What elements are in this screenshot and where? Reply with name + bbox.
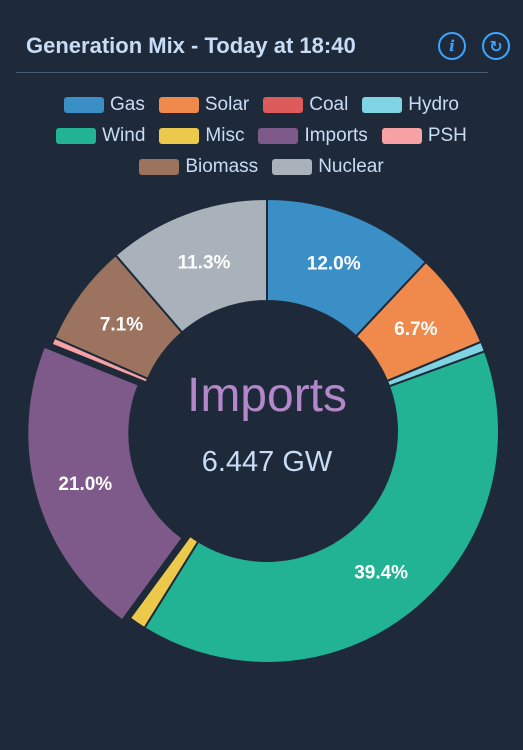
legend-label: Nuclear bbox=[318, 156, 384, 177]
legend-swatch bbox=[159, 128, 200, 144]
legend-item-hydro[interactable]: Hydro bbox=[362, 94, 459, 116]
slice-label-imports: 21.0% bbox=[58, 474, 112, 495]
legend-swatch bbox=[381, 128, 422, 144]
slice-misc[interactable] bbox=[128, 534, 200, 630]
slice-label-solar: 6.7% bbox=[394, 319, 437, 340]
legend-row: Wind Misc Imports PSH bbox=[0, 125, 523, 147]
legend-label: Imports bbox=[304, 125, 368, 146]
legend-swatch bbox=[263, 97, 304, 113]
legend-item-coal[interactable]: Coal bbox=[263, 94, 348, 116]
legend-item-imports[interactable]: Imports bbox=[258, 125, 368, 147]
legend-row: Gas Solar Coal Hydro bbox=[0, 94, 523, 116]
legend-row: Biomass Nuclear bbox=[0, 156, 523, 178]
legend-item-misc[interactable]: Misc bbox=[159, 125, 244, 147]
legend-label: Wind bbox=[102, 125, 146, 146]
legend-item-psh[interactable]: PSH bbox=[381, 125, 467, 147]
legend-swatch bbox=[64, 97, 104, 113]
slice-imports[interactable] bbox=[26, 345, 184, 622]
legend-item-gas[interactable]: Gas bbox=[64, 94, 145, 116]
legend-item-biomass[interactable]: Biomass bbox=[139, 156, 258, 178]
page-title: Generation Mix - Today at 18:40 bbox=[26, 33, 356, 58]
legend-label: Gas bbox=[110, 94, 145, 115]
donut-chart: 12.0% 6.7% 39.4% 21.0% 7.1% 11.3% bbox=[26, 197, 500, 664]
legend-swatch bbox=[158, 97, 199, 113]
legend-label: Coal bbox=[309, 94, 349, 115]
panel-header: Generation Mix - Today at 18:40 i ↻ bbox=[16, 22, 510, 73]
legend-label: PSH bbox=[427, 125, 467, 146]
slice-label-nuclear: 11.3% bbox=[178, 252, 231, 273]
legend-swatch bbox=[258, 128, 299, 144]
legend-item-nuclear[interactable]: Nuclear bbox=[272, 156, 384, 178]
legend-label: Misc bbox=[205, 125, 245, 146]
legend-label: Biomass bbox=[185, 156, 259, 177]
slice-wind[interactable] bbox=[143, 350, 500, 664]
slice-label-gas: 12.0% bbox=[307, 254, 361, 275]
refresh-glyph: ↻ bbox=[489, 36, 503, 56]
legend-item-wind[interactable]: Wind bbox=[56, 125, 145, 147]
legend-swatch bbox=[362, 97, 403, 113]
legend-label: Solar bbox=[204, 94, 250, 115]
slice-label-wind: 39.4% bbox=[354, 562, 408, 583]
legend-label: Hydro bbox=[408, 94, 459, 115]
slice-nuclear[interactable] bbox=[114, 197, 268, 334]
legend-swatch bbox=[56, 128, 97, 144]
info-glyph: i bbox=[449, 37, 455, 55]
legend-swatch bbox=[272, 159, 313, 175]
legend-item-solar[interactable]: Solar bbox=[158, 94, 250, 116]
slice-label-biomass: 7.1% bbox=[100, 314, 143, 335]
refresh-icon[interactable]: ↻ bbox=[482, 32, 510, 60]
info-icon[interactable]: i bbox=[438, 32, 466, 60]
chart-legend: Gas Solar Coal Hydro Wind Misc Imports PSH Bioma… bbox=[0, 94, 523, 187]
legend-swatch bbox=[139, 159, 180, 175]
